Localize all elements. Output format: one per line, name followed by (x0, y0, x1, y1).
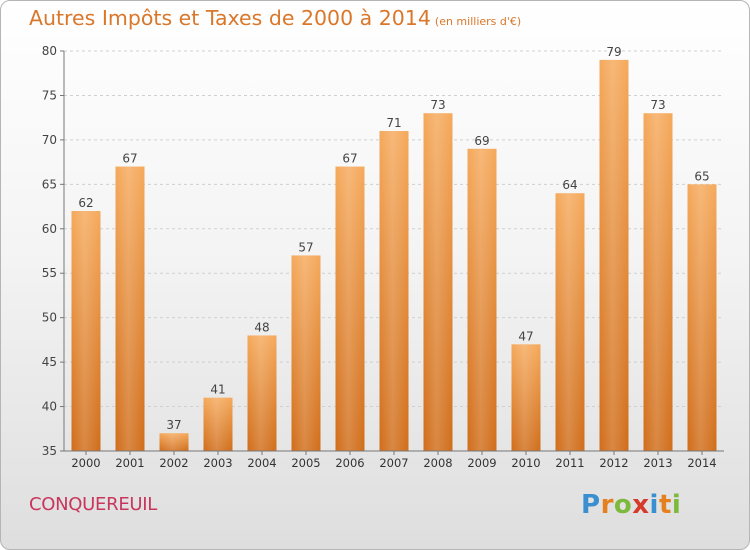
x-tick-label: 2013 (643, 456, 672, 470)
bar-shine (159, 433, 189, 451)
bar-shine (599, 59, 629, 452)
bar-shine (335, 166, 365, 452)
bar-shine (379, 131, 409, 451)
bar-shine (555, 193, 585, 451)
y-tick-label: 40 (42, 400, 57, 414)
axis-layer: 35 40 45 50 55 60 65 70 75 80 2000 2001 2002 2003 2004… (42, 44, 724, 470)
x-tick-label: 2007 (379, 456, 408, 470)
bar-shine (687, 184, 717, 452)
x-tick-label: 2003 (203, 456, 232, 470)
bar-shine (423, 113, 453, 451)
proxiti-logo[interactable]: Proxiti (581, 490, 682, 520)
town-name: CONQUEREUIL (29, 494, 158, 515)
bar-shine (467, 148, 497, 451)
y-tick-label: 45 (42, 355, 57, 369)
data-label: 64 (562, 178, 577, 192)
x-tick-label: 2001 (115, 456, 144, 470)
y-tick-label: 35 (42, 444, 57, 458)
x-tick-label: 2008 (423, 456, 452, 470)
y-tick-label: 80 (42, 44, 57, 58)
y-tick-label: 60 (42, 222, 57, 236)
data-label: 48 (254, 320, 269, 334)
bar-layer: 62 67 37 41 48 57 67 71 73 69 47 64 79 73 65 (71, 45, 717, 452)
y-tick-label: 55 (42, 266, 57, 280)
y-tick-label: 75 (42, 88, 57, 102)
data-label: 67 (342, 152, 357, 166)
data-label: 37 (166, 418, 181, 432)
x-tick-label: 2005 (291, 456, 320, 470)
data-label: 65 (694, 169, 709, 183)
y-tick-label: 65 (42, 177, 57, 191)
y-tick-label: 70 (42, 133, 57, 147)
x-tick-label: 2000 (71, 456, 100, 470)
y-tick-label: 50 (42, 311, 57, 325)
x-tick-label: 2004 (247, 456, 276, 470)
data-label: 57 (298, 240, 313, 254)
data-label: 62 (78, 196, 93, 210)
x-tick-label: 2011 (555, 456, 584, 470)
data-label: 69 (474, 134, 489, 148)
x-tick-label: 2006 (335, 456, 364, 470)
bar-shine (643, 113, 673, 451)
data-label: 73 (430, 98, 445, 112)
x-tick-label: 2010 (511, 456, 540, 470)
chart-title: Autres Impôts et Taxes de 2000 à 2014 (en… (29, 6, 521, 30)
chart-title-text: Autres Impôts et Taxes de 2000 à 2014 (29, 6, 431, 30)
bar-shine (511, 344, 541, 451)
bar-shine (291, 255, 321, 451)
bar-shine (71, 211, 101, 451)
data-label: 41 (210, 383, 225, 397)
data-label: 47 (518, 329, 533, 343)
data-label: 67 (122, 152, 137, 166)
data-label: 73 (650, 98, 665, 112)
x-tick-label: 2009 (467, 456, 496, 470)
bar-shine (247, 335, 277, 451)
bar-shine (115, 166, 145, 452)
data-label: 79 (606, 45, 621, 59)
chart-subtitle: (en milliers d'€) (434, 15, 522, 28)
x-tick-label: 2002 (159, 456, 188, 470)
bar-shine (203, 397, 233, 451)
x-tick-label: 2012 (599, 456, 628, 470)
x-tick-label: 2014 (687, 456, 716, 470)
data-label: 71 (386, 116, 401, 130)
